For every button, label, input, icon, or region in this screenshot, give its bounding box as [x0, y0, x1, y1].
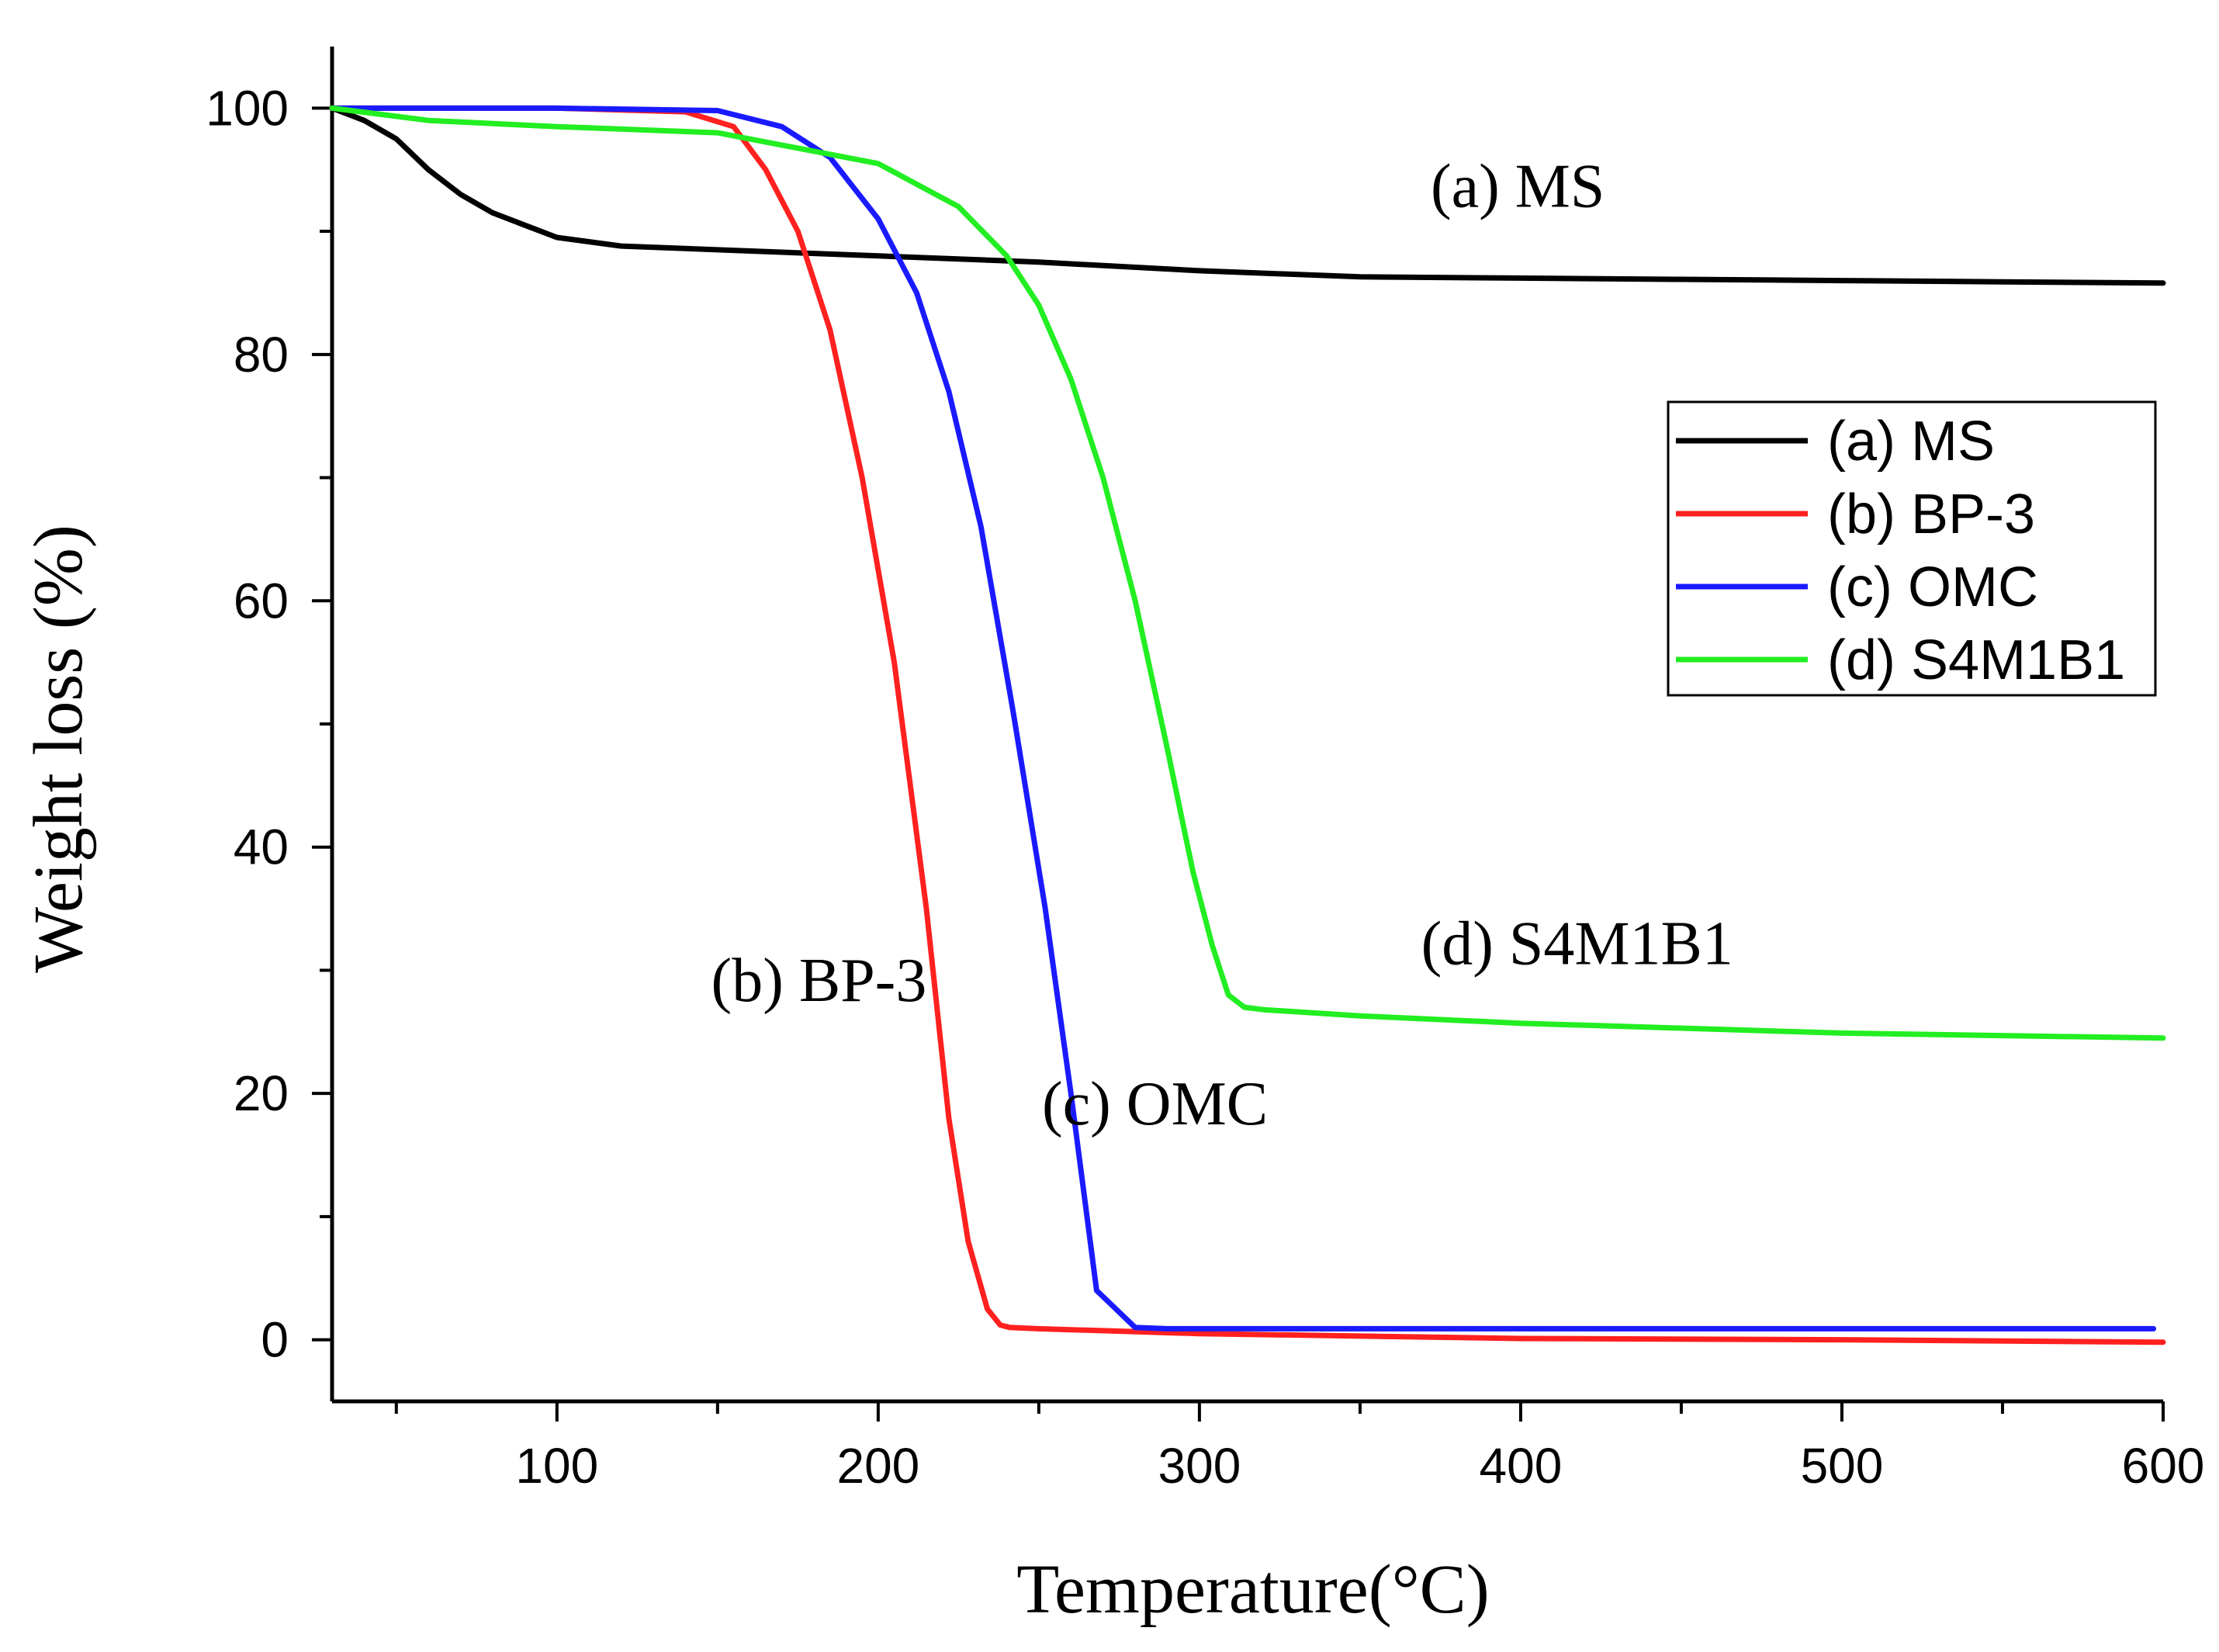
curve-annotation: (b) BP-3	[711, 947, 927, 1015]
legend-label: (c) OMC	[1827, 556, 2038, 618]
y-axis-title: Weight loss (%)	[20, 525, 97, 973]
x-tick-label: 400	[1480, 1438, 1563, 1494]
y-tick-label: 60	[234, 573, 289, 629]
y-tick-label: 40	[234, 819, 289, 875]
series-line-4	[329, 105, 2166, 1041]
y-tick-label: 80	[234, 327, 289, 383]
legend-label: (d) S4M1B1	[1827, 629, 2125, 691]
x-tick-label: 300	[1158, 1438, 1241, 1494]
curve-annotation: (a) MS	[1431, 152, 1605, 220]
x-tick-label: 200	[836, 1438, 919, 1494]
axes	[330, 47, 2163, 1404]
curve-annotation: (c) OMC	[1042, 1070, 1268, 1138]
x-tick-label: 500	[1801, 1438, 1884, 1494]
y-tick-label: 0	[261, 1312, 289, 1368]
series-line-2	[329, 105, 2166, 1345]
x-tick-label: 600	[2122, 1438, 2205, 1494]
series-lines	[329, 105, 2166, 1345]
y-tick-label: 100	[206, 80, 289, 136]
annotations: (a) MS (b) BP-3 (c) OMC (d) S4M1B1	[711, 152, 1733, 1138]
curve-annotation: (d) S4M1B1	[1421, 910, 1733, 978]
x-axis-title: Temperature(°C)	[1016, 1551, 1489, 1628]
x-tick-label: 100	[515, 1438, 598, 1494]
legend-box	[1667, 400, 2157, 697]
legend-label: (b) BP-3	[1827, 483, 2035, 545]
series-line-1	[329, 105, 2166, 286]
ticks: 100 200 300 400 500 600 0 20 40 60 80 100	[206, 80, 2204, 1494]
y-tick-label: 20	[234, 1065, 289, 1121]
series-line-3	[329, 105, 2157, 1332]
legend: (a) MS (b) BP-3 (c) OMC (d) S4M1B1	[1667, 400, 2157, 697]
legend-label: (a) MS	[1827, 410, 1995, 473]
